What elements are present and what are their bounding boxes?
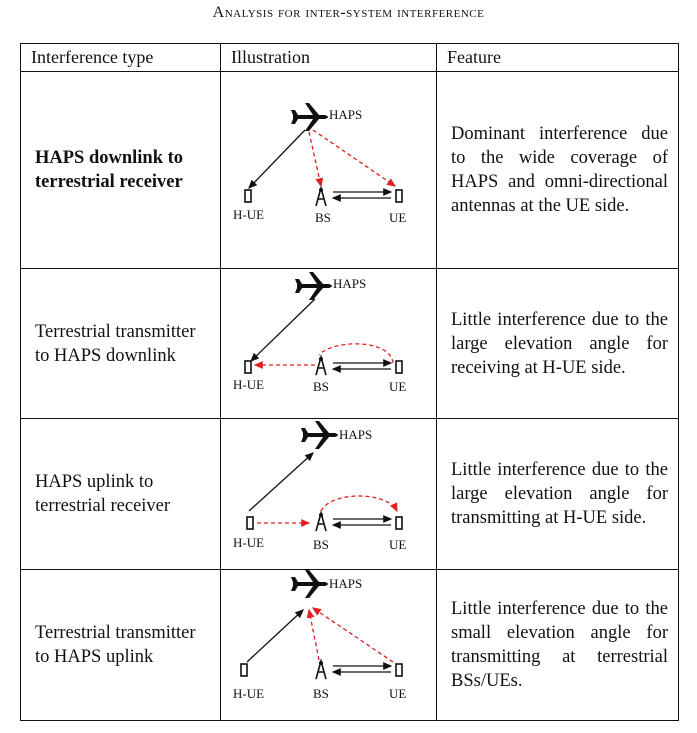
illustration-cell: HAPS H-UE BS UE [220, 71, 437, 269]
table-row: Terrestrial transmitter to HAPS downlink… [20, 268, 679, 419]
h-ue-label: H-UE [233, 535, 264, 550]
haps-label: HAPS [339, 427, 372, 442]
h-ue-phone-icon [240, 663, 248, 677]
h-ue-phone-icon [244, 360, 252, 374]
base-station-icon [315, 510, 327, 532]
h-ue-phone-icon [246, 516, 254, 530]
airplane-icon [295, 272, 332, 300]
h-ue-label: H-UE [233, 207, 264, 222]
illustration-cell: HAPS H-UE BS UE [220, 268, 437, 419]
interference-type-cell: Terrestrial transmitter to HAPS uplink [20, 569, 221, 721]
illustration-cell: HAPS H-UE BS UE [220, 418, 437, 570]
table-caption: Analysis for inter-system interference [212, 4, 485, 21]
feature-cell: Little interference due to the large ele… [436, 418, 679, 570]
interference-type-cell: Terrestrial transmitter to HAPS downlink [20, 268, 221, 419]
header-illustration: Illustration [220, 43, 437, 72]
illustration-haps-downlink: HAPS H-UE BS UE [233, 103, 406, 225]
header-interference-type: Interference type [20, 43, 221, 72]
haps-label: HAPS [333, 276, 366, 291]
feature-cell: Little interference due to the large ele… [436, 268, 679, 419]
feature-cell: Dominant interference due to the wide co… [436, 71, 679, 269]
base-station-icon [315, 185, 327, 207]
bs-label: BS [313, 379, 329, 394]
ue-label: UE [389, 537, 406, 552]
airplane-icon [301, 421, 338, 449]
illustration-haps-uplink: HAPS H-UE BS UE [233, 421, 406, 552]
table-row: HAPS downlink to terrestrial receiver HA… [20, 71, 679, 269]
ue-label: UE [389, 210, 406, 225]
airplane-icon [291, 570, 328, 598]
feature-cell: Little interference due to the small ele… [436, 569, 679, 721]
illustration-terrestrial-to-haps-downlink: HAPS H-UE BS UE [233, 272, 406, 394]
bs-label: BS [313, 537, 329, 552]
table-row: HAPS uplink to terrestrial receiver HAPS [20, 418, 679, 570]
header-feature: Feature [436, 43, 679, 72]
ue-phone-icon [395, 189, 403, 203]
h-ue-phone-icon [244, 189, 252, 203]
ue-label: UE [389, 379, 406, 394]
illustration-cell: HAPS H-UE BS UE [220, 569, 437, 721]
bs-label: BS [313, 686, 329, 701]
base-station-icon [315, 354, 327, 376]
ue-phone-icon [395, 360, 403, 374]
interference-type-cell: HAPS downlink to terrestrial receiver [20, 71, 221, 269]
ue-label: UE [389, 686, 406, 701]
ue-phone-icon [395, 663, 403, 677]
bs-label: BS [315, 210, 331, 225]
interference-type-cell: HAPS uplink to terrestrial receiver [20, 418, 221, 570]
haps-label: HAPS [329, 107, 362, 122]
h-ue-label: H-UE [233, 377, 264, 392]
illustration-terrestrial-to-haps-uplink: HAPS H-UE BS UE [233, 570, 406, 701]
base-station-icon [315, 658, 327, 680]
table-row: Terrestrial transmitter to HAPS uplink H… [20, 569, 679, 721]
haps-label: HAPS [329, 576, 362, 591]
airplane-icon [291, 103, 328, 131]
ue-phone-icon [395, 516, 403, 530]
header-row: Interference type Illustration Feature [20, 43, 679, 72]
interference-table: Interference type Illustration Feature H… [20, 43, 679, 721]
h-ue-label: H-UE [233, 686, 264, 701]
